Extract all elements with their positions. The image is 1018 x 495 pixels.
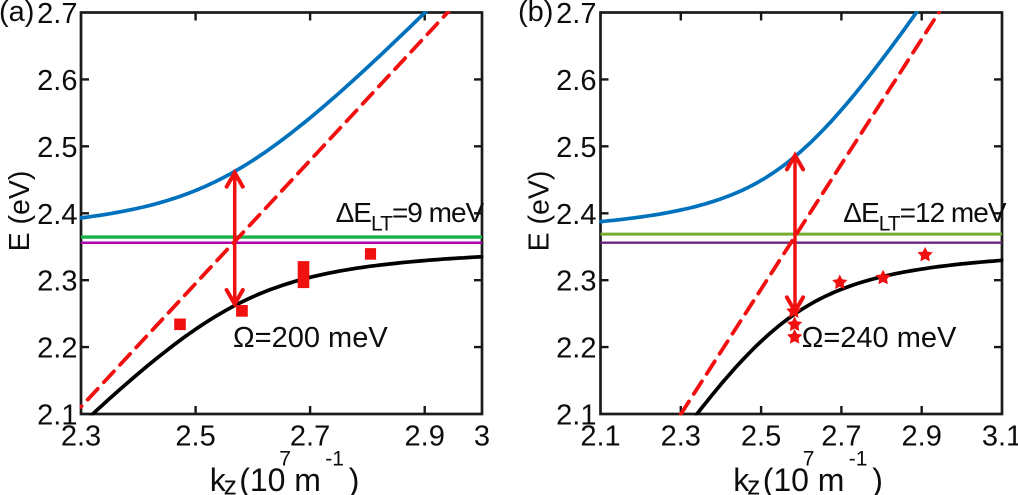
- svg-text:2.5: 2.5: [37, 132, 77, 164]
- svg-text:2.5: 2.5: [741, 421, 781, 453]
- svg-text:2.4: 2.4: [37, 199, 77, 231]
- svg-text:2.3: 2.3: [661, 421, 701, 453]
- svg-text:z: z: [747, 470, 760, 495]
- svg-text:2.7: 2.7: [821, 421, 861, 453]
- svg-text:3.1: 3.1: [982, 421, 1018, 453]
- svg-text:2.2: 2.2: [556, 333, 596, 365]
- svg-text:-1: -1: [849, 447, 868, 470]
- svg-text:(10: (10: [763, 462, 809, 495]
- svg-text:2.4: 2.4: [556, 199, 596, 231]
- svg-text:Ω=200 meV: Ω=200 meV: [233, 322, 388, 354]
- svg-text:2.1: 2.1: [580, 421, 620, 453]
- svg-text:E (eV): E (eV): [4, 171, 36, 252]
- svg-text:E (eV): E (eV): [523, 171, 555, 252]
- svg-text:2.6: 2.6: [556, 65, 596, 97]
- svg-text:2.6: 2.6: [37, 65, 77, 97]
- svg-text:m: m: [818, 462, 845, 495]
- svg-text:z: z: [224, 470, 237, 495]
- svg-text:-1: -1: [325, 447, 344, 470]
- svg-text:3: 3: [474, 421, 490, 453]
- svg-text:2.9: 2.9: [902, 421, 942, 453]
- svg-text:Ω=240 meV: Ω=240 meV: [802, 322, 957, 354]
- svg-text:2.7: 2.7: [290, 421, 330, 453]
- svg-text:2.1: 2.1: [37, 400, 77, 432]
- svg-text:): ): [349, 462, 360, 495]
- svg-text:k: k: [733, 462, 750, 495]
- svg-text:ΔELT=12 meV: ΔELT=12 meV: [843, 197, 1007, 236]
- svg-text:2.5: 2.5: [175, 421, 215, 453]
- svg-text:(b): (b): [518, 0, 553, 28]
- svg-text:m: m: [294, 462, 321, 495]
- svg-text:(10: (10: [239, 462, 285, 495]
- svg-text:2.7: 2.7: [37, 0, 77, 30]
- svg-text:2.9: 2.9: [405, 421, 445, 453]
- svg-text:2.3: 2.3: [37, 266, 77, 298]
- svg-text:(a): (a): [0, 0, 34, 28]
- svg-text:2.3: 2.3: [556, 266, 596, 298]
- svg-text:): ): [872, 462, 883, 495]
- svg-text:2.1: 2.1: [556, 400, 596, 432]
- svg-text:7: 7: [279, 447, 291, 470]
- svg-text:2.2: 2.2: [37, 333, 77, 365]
- svg-text:2.3: 2.3: [61, 421, 101, 453]
- svg-text:2.7: 2.7: [556, 0, 596, 30]
- svg-text:2.5: 2.5: [556, 132, 596, 164]
- svg-text:k: k: [210, 462, 227, 495]
- svg-text:7: 7: [803, 447, 815, 470]
